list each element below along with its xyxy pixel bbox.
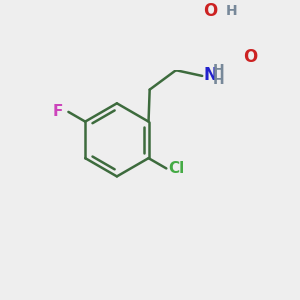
Text: O: O [203,2,217,20]
Text: H: H [213,63,225,77]
Text: H: H [213,74,225,88]
Text: Cl: Cl [169,161,185,176]
Text: H: H [226,4,238,18]
Text: F: F [52,104,63,119]
Text: N: N [203,66,217,84]
Text: O: O [243,47,257,65]
